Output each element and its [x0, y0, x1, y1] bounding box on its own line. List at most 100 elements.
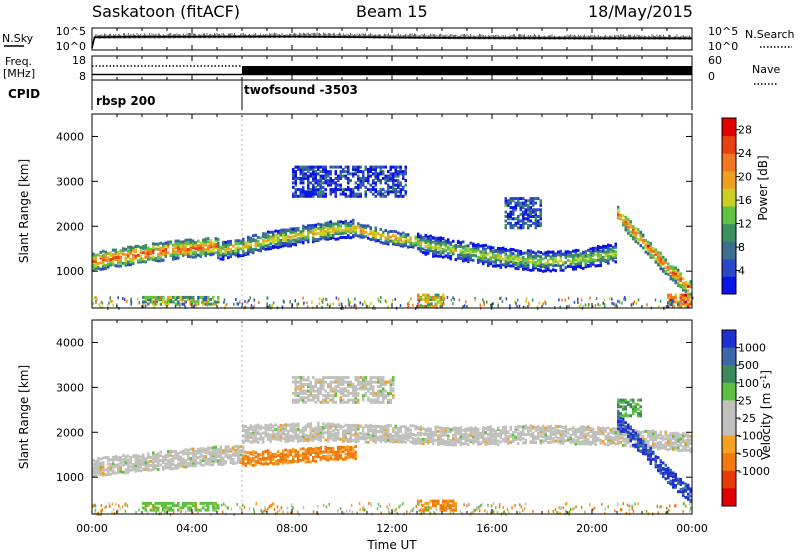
- noise-cell: [595, 297, 598, 301]
- echo-cell: [314, 448, 317, 452]
- echo-cell: [274, 242, 277, 246]
- echo-cell: [552, 430, 555, 434]
- echo-cell: [562, 440, 565, 444]
- echo-cell: [97, 262, 100, 265]
- echo-cell: [382, 435, 385, 439]
- echo-patch-cell: [527, 219, 530, 223]
- echo-patch-cell: [529, 197, 532, 201]
- echo-cell: [614, 250, 617, 254]
- noise-cell: [325, 298, 328, 302]
- echo-cell: [344, 456, 347, 460]
- echo-cell: [592, 262, 595, 266]
- echo-cell: [152, 457, 155, 461]
- echo-cell: [572, 253, 575, 257]
- echo-cell: [634, 441, 637, 445]
- echo-patch-cell: [504, 197, 507, 201]
- echo-cell: [134, 468, 137, 472]
- echo-cell: [609, 244, 612, 248]
- echo-cell: [284, 427, 287, 431]
- echo-cell: [442, 237, 445, 241]
- echo-cell: [489, 434, 492, 438]
- echo-patch-cell: [529, 208, 532, 212]
- echo-cell: [654, 442, 657, 446]
- echo-cell: [314, 237, 317, 241]
- echo-patch-cell: [339, 183, 342, 187]
- colorbar-swatch: [722, 241, 736, 260]
- echo-cell: [344, 429, 347, 433]
- echo-cell: [309, 226, 312, 230]
- date-title: 18/May/2015: [588, 2, 693, 21]
- noise-cell: [335, 296, 338, 300]
- velocity-echo-field: [92, 376, 692, 517]
- echo-cell: [607, 250, 610, 254]
- echo-cell: [277, 453, 280, 457]
- echo-cell: [404, 428, 407, 432]
- echo-cell: [144, 244, 147, 247]
- beam-title: Beam 15: [356, 2, 428, 21]
- echo-cell: [127, 263, 130, 267]
- echo-cell: [479, 441, 482, 445]
- echo-cell: [487, 261, 490, 265]
- echo-cell: [472, 248, 475, 252]
- echo-cell: [174, 452, 177, 456]
- echo-cell: [314, 227, 317, 231]
- echo-cell: [402, 240, 405, 244]
- echo-cell: [357, 432, 360, 436]
- echo-patch-cell: [324, 179, 327, 183]
- noise-cell: [431, 302, 433, 306]
- echo-cell: [492, 260, 495, 264]
- echo-cell: [157, 459, 160, 463]
- echo-cell: [642, 430, 645, 434]
- echo-cell: [499, 251, 502, 255]
- echo-cell: [574, 267, 577, 271]
- echo-cell: [404, 233, 407, 237]
- echo-cell: [307, 456, 310, 460]
- echo-cell: [327, 224, 330, 227]
- echo-cell: [167, 240, 170, 244]
- echo-patch-cell: [434, 298, 437, 302]
- noise-cell: [505, 297, 508, 301]
- echo-patch-cell: [374, 183, 377, 187]
- echo-cell: [394, 434, 397, 438]
- echo-patch-cell: [152, 295, 155, 299]
- echo-cell: [284, 425, 287, 429]
- echo-cell: [387, 427, 390, 431]
- echo-cell: [297, 456, 300, 460]
- echo-cell: [594, 259, 597, 262]
- echo-cell: [364, 224, 367, 228]
- echo-cell: [467, 247, 470, 251]
- echo-cell: [339, 236, 342, 239]
- echo-cell: [607, 439, 610, 443]
- echo-patch-cell: [514, 217, 517, 221]
- echo-cell: [284, 230, 287, 234]
- echo-cell: [387, 234, 390, 238]
- echo-cell: [457, 440, 460, 444]
- echo-cell: [257, 240, 260, 243]
- echo-cell: [427, 246, 430, 250]
- noise-cell: [177, 296, 179, 299]
- echo-patch-cell: [522, 212, 525, 216]
- echo-cell: [259, 427, 262, 431]
- echo-cell: [282, 432, 285, 436]
- echo-cell: [269, 433, 272, 437]
- echo-patch-cell: [529, 215, 532, 218]
- echo-cell: [194, 250, 197, 254]
- echo-cell: [542, 432, 545, 436]
- echo-patch-cell: [314, 179, 317, 183]
- echo-cell: [384, 430, 387, 434]
- echo-cell: [232, 457, 235, 461]
- echo-patch-cell: [509, 201, 512, 205]
- echo-cell: [159, 246, 162, 250]
- echo-cell: [337, 226, 340, 230]
- echo-cell: [612, 253, 615, 257]
- echo-cell: [367, 440, 370, 444]
- echo-cell: [187, 464, 190, 468]
- echo-patch-cell: [349, 194, 352, 198]
- echo-cell: [574, 258, 577, 262]
- noise-cell: [267, 305, 269, 309]
- echo-patch-cell: [517, 217, 520, 221]
- echo-cell: [162, 465, 165, 469]
- echo-cell: [544, 426, 547, 430]
- echo-cell: [269, 439, 272, 443]
- echo-patch-cell: [217, 295, 220, 299]
